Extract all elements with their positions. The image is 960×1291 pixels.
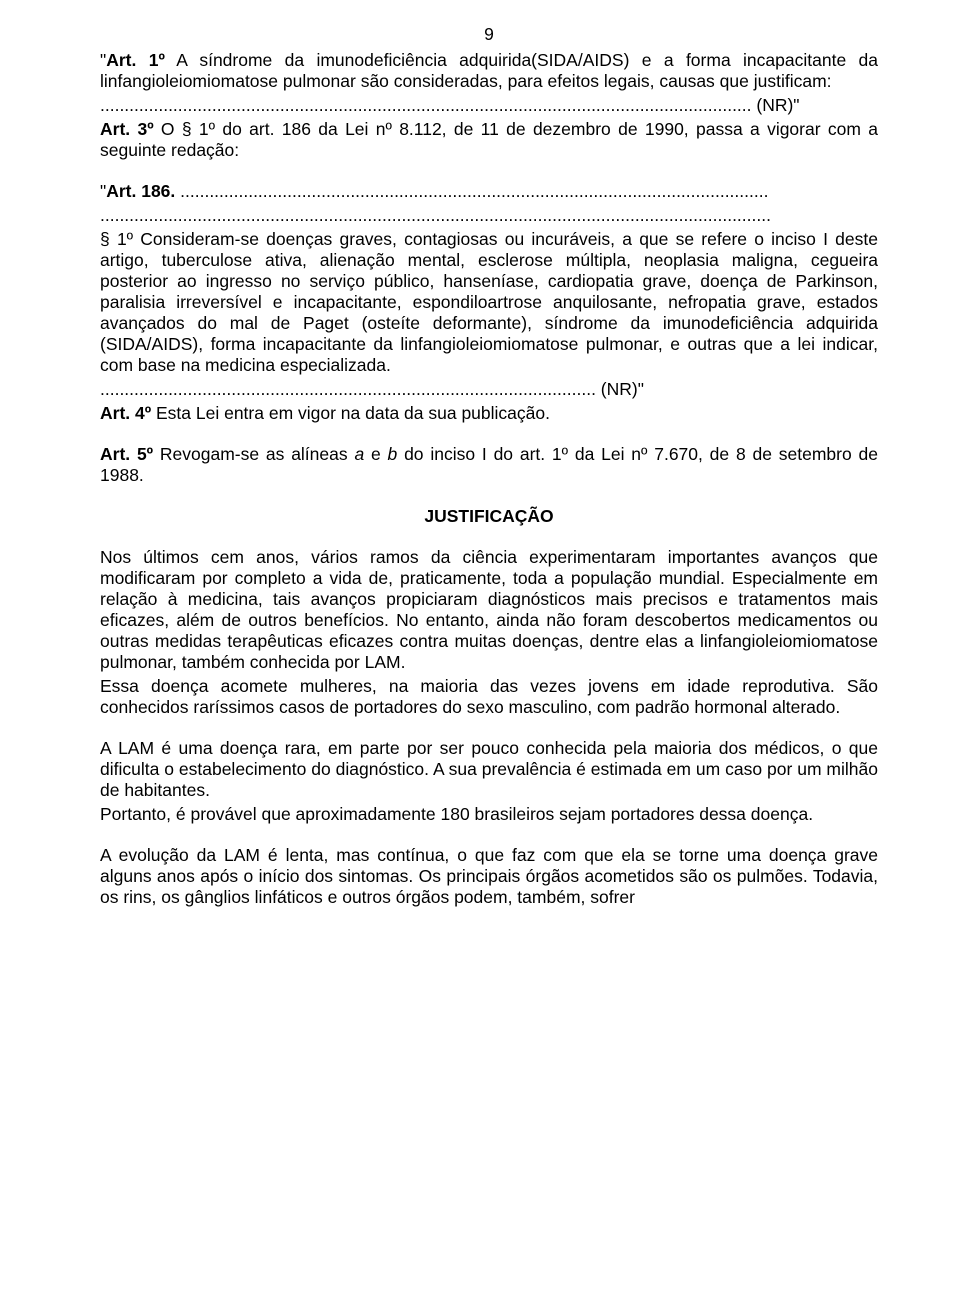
art-1-label: Art. 1º: [106, 50, 165, 70]
paragraph-just-1: Nos últimos cem anos, vários ramos da ci…: [100, 547, 878, 673]
dots-line-2: ........................................…: [100, 205, 878, 226]
paragraph-section1: § 1º Consideram-se doenças graves, conta…: [100, 229, 878, 376]
art-1-text: A síndrome da imunodeficiência adquirida…: [100, 50, 878, 91]
art-5-text-a: Revogam-se as alíneas: [153, 444, 354, 464]
page-number: 9: [100, 24, 878, 45]
art-186-label: Art. 186.: [106, 181, 175, 201]
art-3-label: Art. 3º: [100, 119, 154, 139]
alinea-b: b: [388, 444, 398, 464]
paragraph-art186: "Art. 186. .............................…: [100, 181, 878, 202]
art-3-text: O § 1º do art. 186 da Lei nº 8.112, de 1…: [100, 119, 878, 160]
paragraph-just-5: A evolução da LAM é lenta, mas contínua,…: [100, 845, 878, 908]
paragraph-just-3: A LAM é uma doença rara, em parte por se…: [100, 738, 878, 801]
paragraph-art4: Art. 4º Esta Lei entra em vigor na data …: [100, 403, 878, 424]
art-4-text: Esta Lei entra em vigor na data da sua p…: [151, 403, 550, 423]
paragraph-art5: Art. 5º Revogam-se as alíneas a e b do i…: [100, 444, 878, 486]
paragraph-just-4: Portanto, é provável que aproximadamente…: [100, 804, 878, 825]
alinea-a: a: [354, 444, 364, 464]
dots-line-1: ........................................…: [100, 95, 878, 116]
justification-heading: JUSTIFICAÇÃO: [100, 506, 878, 527]
paragraph-art3: Art. 3º O § 1º do art. 186 da Lei nº 8.1…: [100, 119, 878, 161]
art-5-label: Art. 5º: [100, 444, 153, 464]
paragraph-just-2: Essa doença acomete mulheres, na maioria…: [100, 676, 878, 718]
paragraph-art1: "Art. 1º A síndrome da imunodeficiência …: [100, 50, 878, 92]
dots-line-3: ........................................…: [100, 379, 878, 400]
art-186-dots: ........................................…: [175, 181, 768, 201]
art-4-label: Art. 4º: [100, 403, 151, 423]
art-5-text-b: e: [364, 444, 387, 464]
